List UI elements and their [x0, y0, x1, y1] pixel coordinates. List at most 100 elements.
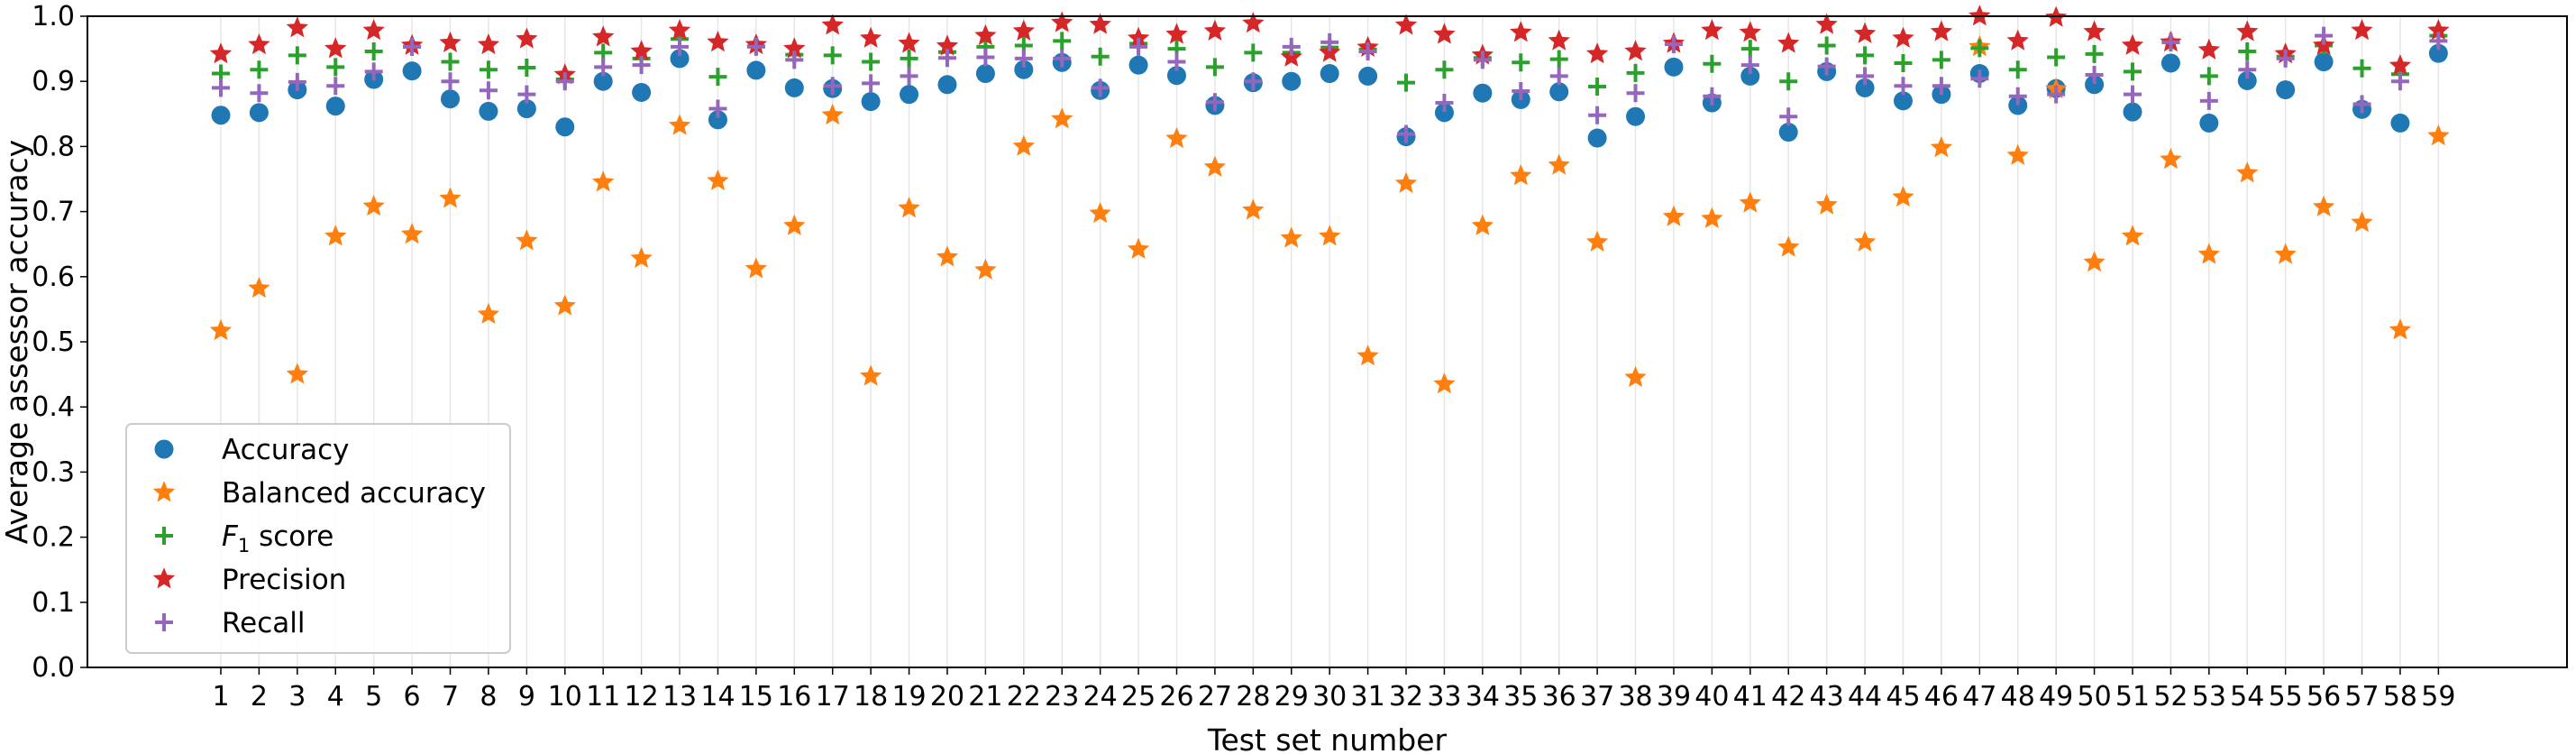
- accuracy-point: [2199, 113, 2219, 133]
- recall-point: [1856, 67, 1875, 86]
- precision-point: [1433, 23, 1456, 44]
- balanced-accuracy-point: [783, 214, 806, 235]
- y-tick-label: 0.6: [32, 262, 75, 293]
- legend-marker: [155, 527, 173, 545]
- balanced-accuracy-point: [1165, 126, 1188, 149]
- balanced-accuracy-point: [1394, 171, 1418, 193]
- precision-point: [974, 23, 997, 46]
- f1-score-point: [1053, 32, 1072, 51]
- x-tick-label: 16: [777, 681, 811, 713]
- precision-point: [1739, 21, 1761, 42]
- x-tick-label: 43: [1810, 681, 1844, 713]
- balanced-accuracy-point: [2197, 243, 2221, 264]
- accuracy-point: [2390, 113, 2410, 133]
- x-tick-label: 26: [1159, 681, 1193, 713]
- x-tick-label: 36: [1542, 681, 1576, 713]
- recall-point: [1894, 77, 1913, 96]
- precision-point: [1319, 41, 1341, 62]
- accuracy-point: [1778, 123, 1798, 143]
- accuracy-point: [249, 103, 269, 123]
- y-axis-ticks: 0.0 0.1 0.2 0.3 0.4 0.5 0.6 0.7 0.8 0.9 1.0: [32, 1, 87, 684]
- x-tick-label: 15: [739, 681, 773, 713]
- y-tick-label: 0.7: [32, 197, 75, 228]
- precision-point: [2236, 20, 2259, 41]
- accuracy-point: [441, 89, 461, 109]
- legend-label: Precision: [222, 564, 346, 596]
- x-tick-label: 7: [442, 681, 459, 713]
- accuracy-point: [1893, 91, 1913, 111]
- x-tick-label: 34: [1466, 681, 1500, 713]
- x-tick-label: 12: [625, 681, 659, 713]
- f1-score-point: [900, 49, 918, 68]
- x-tick-label: 4: [327, 681, 344, 713]
- y-axis-label: Average assessor accuracy: [0, 140, 34, 544]
- recall-point: [1779, 107, 1798, 126]
- f1-score-point: [441, 52, 460, 71]
- recall-point: [403, 37, 422, 56]
- x-tick-label: 52: [2153, 681, 2188, 713]
- accuracy-point: [2428, 43, 2448, 63]
- f1-score-point: [1435, 60, 1454, 79]
- balanced-accuracy-point: [1051, 107, 1073, 129]
- precision-point: [1701, 19, 1723, 41]
- balanced-accuracy-point: [248, 276, 270, 299]
- f1-score-point: [1894, 53, 1913, 72]
- recall-point: [746, 37, 765, 56]
- accuracy-point: [2314, 52, 2334, 72]
- f1-score-point: [1856, 46, 1875, 65]
- x-tick-label: 37: [1580, 681, 1614, 713]
- precision-point: [1510, 21, 1532, 42]
- f1-score-point: [2199, 67, 2218, 86]
- series-accuracy: [211, 43, 2448, 148]
- x-tick-label: 5: [365, 681, 382, 713]
- precision-point: [1203, 19, 1227, 41]
- balanced-accuracy-point: [1433, 372, 1456, 394]
- balanced-accuracy-point: [1242, 198, 1265, 220]
- balanced-accuracy-point: [1510, 164, 1532, 186]
- x-tick-label: 39: [1657, 681, 1691, 713]
- accuracy-point: [1014, 60, 1034, 79]
- legend-marker: [152, 567, 176, 589]
- f1-score-point: [2008, 60, 2027, 79]
- series-balanced-accuracy: [209, 35, 2450, 394]
- balanced-accuracy-point: [630, 246, 653, 268]
- legend-item-accuracy: Accuracy: [154, 434, 350, 466]
- x-tick-label: 58: [2383, 681, 2417, 713]
- legend-marker: [154, 439, 174, 459]
- f1-score-point: [1397, 73, 1416, 92]
- recall-point: [2390, 72, 2409, 91]
- precision-point: [1853, 22, 1877, 43]
- recall-point: [1435, 94, 1454, 113]
- recall-point: [326, 77, 345, 96]
- recall-point: [1932, 77, 1950, 96]
- x-tick-label: 21: [968, 681, 1002, 713]
- recall-point: [441, 72, 460, 91]
- recall-point: [823, 77, 842, 96]
- balanced-accuracy-point: [1930, 136, 1953, 158]
- f1-score-point: [823, 46, 842, 65]
- accuracy-point: [2237, 70, 2257, 90]
- accuracy-point: [1320, 64, 1339, 84]
- x-tick-label: 2: [251, 681, 268, 713]
- balanced-accuracy-point: [668, 114, 691, 135]
- x-tick-label: 59: [2421, 681, 2455, 713]
- accuracy-point: [1740, 66, 1760, 86]
- recall-point: [2238, 60, 2257, 79]
- recall-point: [2429, 32, 2448, 51]
- recall-point: [2008, 87, 2027, 106]
- recall-point: [1664, 35, 1683, 54]
- y-tick-label: 0.2: [32, 522, 75, 554]
- accuracy-point: [1282, 71, 1302, 91]
- accuracy-point: [708, 110, 727, 130]
- recall-point: [1320, 32, 1339, 51]
- x-tick-label: 6: [404, 681, 421, 713]
- recall-point: [708, 99, 727, 118]
- balanced-accuracy-point: [1739, 191, 1761, 213]
- y-tick-label: 0.8: [32, 131, 75, 162]
- recall-point: [2276, 49, 2295, 68]
- f1-score-point: [1740, 40, 1759, 59]
- x-tick-label: 44: [1848, 681, 1882, 713]
- recall-point: [288, 72, 306, 91]
- precision-point: [362, 19, 385, 41]
